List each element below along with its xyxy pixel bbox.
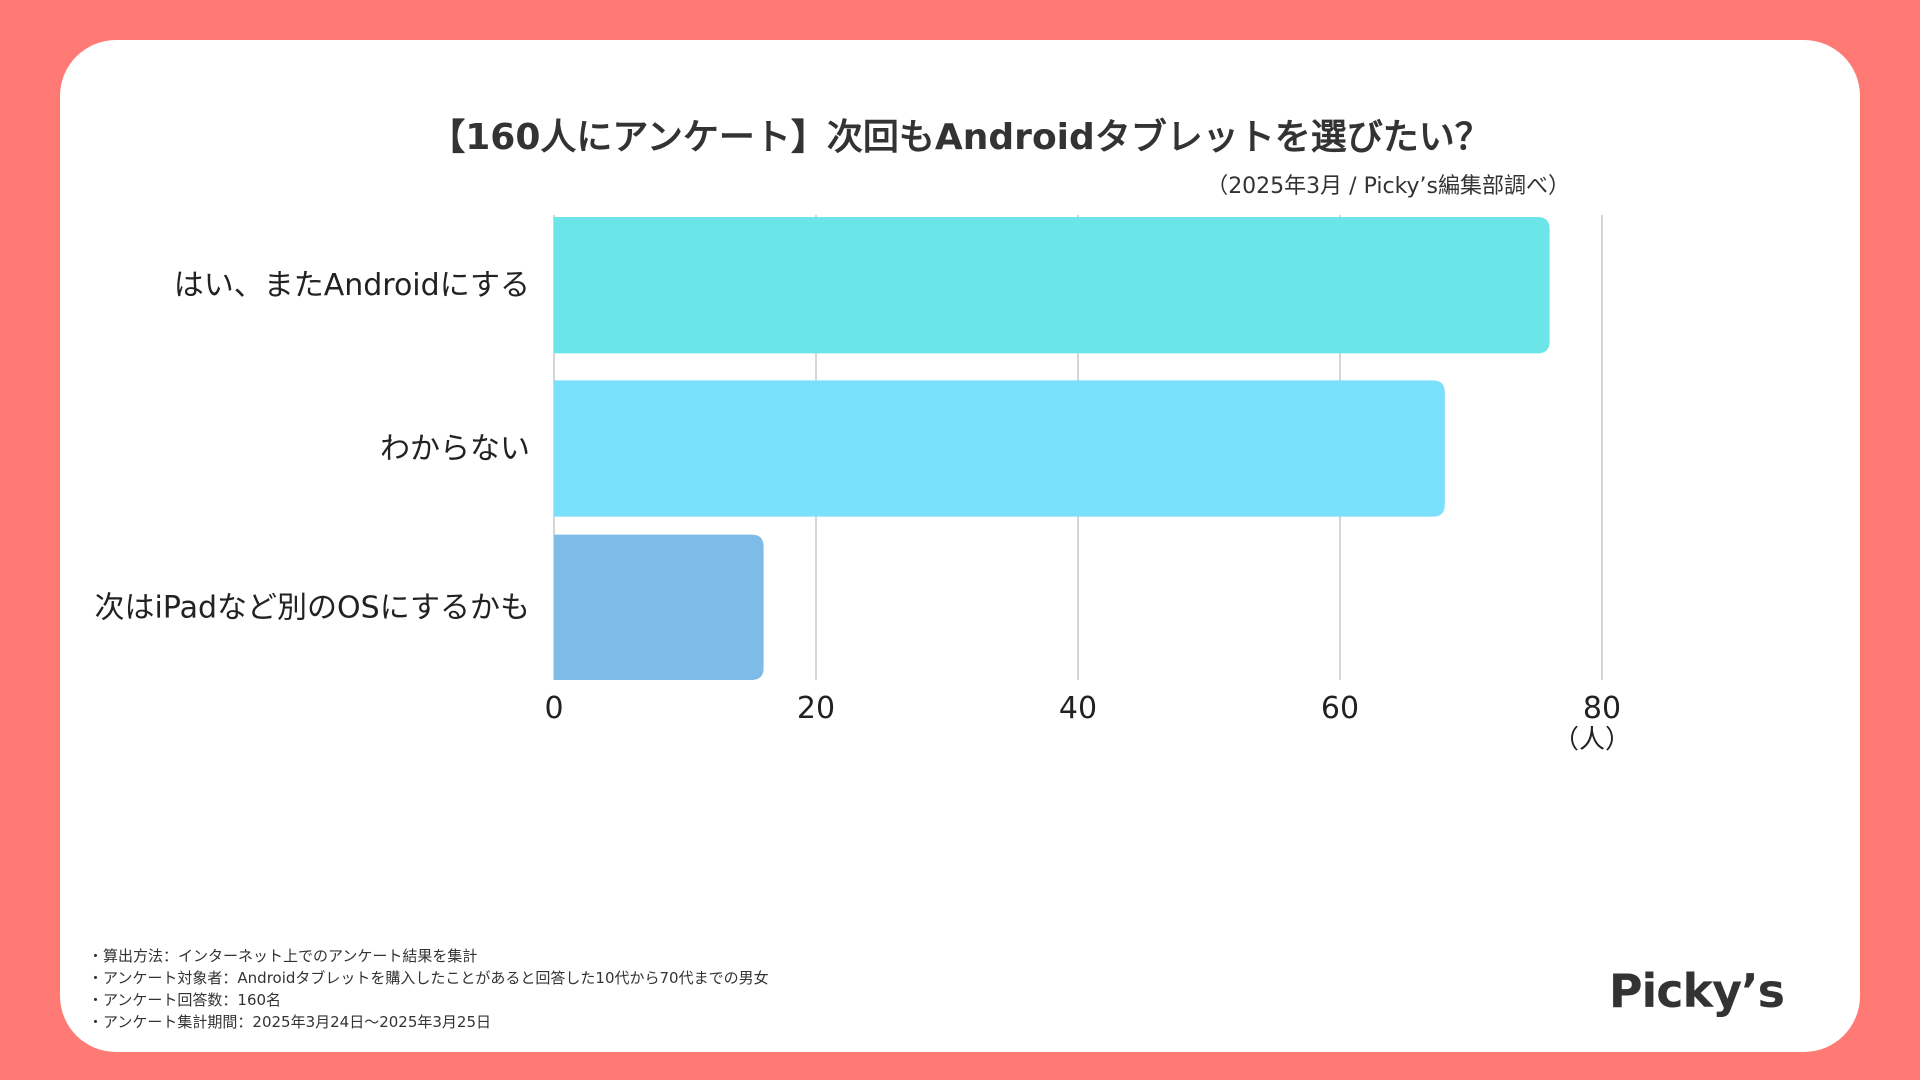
chart-title: 【160人にアンケート】次回もAndroidタブレットを選びたい？ xyxy=(429,117,1491,158)
bar-1 xyxy=(554,217,1550,354)
x-tick-label-0: 0 xyxy=(544,691,563,726)
tick-labels: 0 20 40 60 80 xyxy=(544,691,1621,726)
x-unit-label: （人） xyxy=(1553,725,1631,755)
category-label-2: わからない xyxy=(380,432,530,467)
x-tick-label-80: 80 xyxy=(1583,691,1621,726)
bar-2 xyxy=(554,380,1445,517)
chart-subtitle: （2025年3月 / Picky’s編集部調べ） xyxy=(1206,174,1570,199)
bar-3 xyxy=(554,534,764,680)
x-tick-label-60: 60 xyxy=(1321,691,1359,726)
category-label-1: はい、またAndroidにする xyxy=(174,268,530,303)
chart-card: 【160人にアンケート】次回もAndroidタブレットを選びたい？ （2025年… xyxy=(60,40,1860,1052)
category-label-3: 次はiPadなど別のOSにするかも xyxy=(95,590,530,625)
brand-logo: Picky’s xyxy=(1608,964,1785,1018)
footnote-method: ・算出方法：インターネット上でのアンケート結果を集計 xyxy=(88,947,478,965)
bars xyxy=(554,217,1550,680)
footnote-period: ・アンケート集計期間：2025年3月24日〜2025年3月25日 xyxy=(88,1013,492,1031)
footnote-target: ・アンケート対象者：Androidタブレットを購入したことがあると回答した10代… xyxy=(88,969,769,987)
footnote-count: ・アンケート回答数：160名 xyxy=(88,991,282,1009)
footnotes: ・算出方法：インターネット上でのアンケート結果を集計 ・アンケート対象者：And… xyxy=(88,945,769,1033)
x-tick-label-40: 40 xyxy=(1059,691,1097,726)
x-tick-label-20: 20 xyxy=(797,691,835,726)
